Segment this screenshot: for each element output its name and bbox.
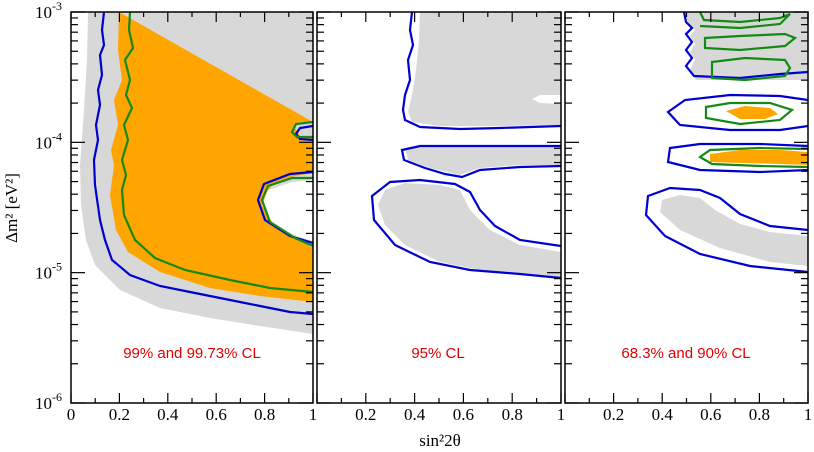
x-tick-label: 0.8	[502, 405, 523, 424]
panel-3-green-contour-top-1	[699, 12, 791, 30]
panel-3-orange-spot-lower	[710, 150, 808, 165]
y-tick-label: 10-6	[35, 390, 62, 413]
panel-2-blue-contour-top	[401, 12, 561, 131]
panel-3: 68.3% and 90% CL	[564, 11, 809, 404]
panel-1-cl-label: 99% and 99.73% CL	[123, 345, 261, 362]
panel-2-ticks	[316, 11, 562, 404]
y-tick-labels: 10-6 10-5 10-4 10-3	[35, 0, 62, 413]
y-axis-label: Δm² [eV²]	[2, 173, 21, 243]
panel-1: 99% and 99.73% CL	[70, 11, 314, 404]
panel-2-white-notch	[532, 95, 561, 104]
panel-1-green-contour-notch	[290, 120, 313, 139]
x-axis-label: sin²2θ	[419, 431, 461, 450]
panel-3-gray-region-bottom	[660, 195, 808, 266]
x-tick-label: 0.2	[603, 405, 624, 424]
panel-1-blue-contour-outer	[92, 12, 313, 316]
panel-2: 95% CL	[316, 11, 562, 404]
x-tick-label: 1	[557, 405, 566, 424]
panel-2-gray-region-top	[408, 12, 561, 126]
panel-1-green-contour-outer	[120, 12, 313, 294]
panel-3-ticks	[564, 11, 809, 404]
y-tick-label: 10-3	[35, 0, 62, 22]
panel-1-blue-contour-notch	[294, 124, 313, 142]
x-tick-label: 1	[804, 405, 813, 424]
x-tick-label: 0.4	[404, 405, 426, 424]
panel-3-cl-label: 68.3% and 90% CL	[621, 345, 750, 362]
panel-2-cl-label: 95% CL	[411, 345, 464, 362]
panel-2-gray-region-bottom	[378, 183, 561, 278]
x-tick-label: 0.8	[254, 405, 275, 424]
panel-3-green-contour-middle	[697, 146, 808, 169]
panel-2-blue-contour-middle	[400, 144, 561, 179]
x-tick-label: 0.2	[109, 405, 130, 424]
panel-3-green-contour-ring	[704, 101, 795, 126]
panel-2-gray-region-middle	[405, 145, 561, 175]
x-tick-label: 0.4	[652, 405, 674, 424]
panel-3-gray-region-top	[685, 12, 808, 80]
panel-1-orange-region	[110, 12, 313, 302]
x-tick-label: 0.6	[700, 405, 721, 424]
x-tick-label: 0.6	[206, 405, 227, 424]
panel-1-white-bay	[262, 180, 313, 241]
panel-3-blue-contour-middle	[666, 142, 808, 174]
panel-3-orange-spot-upper	[726, 106, 778, 119]
panel-1-green-contour-inner	[260, 176, 313, 248]
panel-3-blue-contour-ring	[666, 93, 808, 132]
panel-2-blue-contour-bottom	[370, 178, 561, 280]
x-tick-label: 0.2	[355, 405, 376, 424]
y-tick-label: 10-5	[35, 260, 62, 283]
panel-3-green-contour-top-2	[703, 32, 798, 52]
x-tick-label: 0.8	[749, 405, 770, 424]
panel-3-green-contour-top-3	[710, 56, 792, 82]
x-tick-label: 0.6	[453, 405, 474, 424]
y-tick-label: 10-4	[35, 129, 62, 152]
x-tick-labels: 0 0.2 0.4 0.6 0.8 1 0.2 0.4 0.6 0.8 1 0.2 0.4 0.6 0.8 1	[67, 405, 813, 424]
x-tick-label: 0	[67, 405, 76, 424]
x-tick-label: 0.4	[157, 405, 179, 424]
panel-3-blue-contour-bottom	[644, 186, 808, 274]
x-tick-label: 1	[309, 405, 318, 424]
panel-1-ticks	[70, 11, 314, 404]
panel-3-blue-contour-top	[682, 12, 808, 80]
